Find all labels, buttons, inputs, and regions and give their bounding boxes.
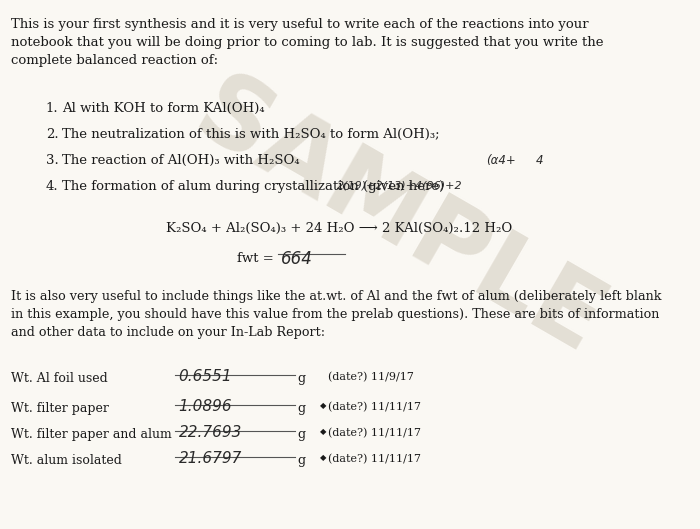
Text: 1.0896: 1.0896 — [178, 399, 232, 414]
Text: ◆: ◆ — [320, 402, 327, 410]
Text: ◆: ◆ — [320, 428, 327, 436]
Text: 2(19)+2(13)+4(96)+2: 2(19)+2(13)+4(96)+2 — [337, 180, 462, 190]
Text: Al with KOH to form KAl(OH)₄: Al with KOH to form KAl(OH)₄ — [62, 102, 265, 115]
Text: K₂SO₄ + Al₂(SO₄)₃ + 24 H₂O ⟶ 2 KAl(SO₄)₂․12 H₂O: K₂SO₄ + Al₂(SO₄)₃ + 24 H₂O ⟶ 2 KAl(SO₄)₂… — [167, 222, 512, 235]
Text: 1.: 1. — [46, 102, 58, 115]
Text: 664: 664 — [281, 250, 313, 268]
Text: (α4+: (α4+ — [486, 154, 516, 167]
Text: g: g — [298, 372, 306, 385]
Text: (date?) 11/11/17: (date?) 11/11/17 — [328, 402, 421, 412]
Text: Wt. filter paper: Wt. filter paper — [10, 402, 109, 415]
Text: This is your first synthesis and it is very useful to write each of the reaction: This is your first synthesis and it is v… — [10, 18, 603, 67]
Text: (date?) 11/11/17: (date?) 11/11/17 — [328, 428, 421, 439]
Text: 0.6551: 0.6551 — [178, 369, 232, 384]
Text: It is also very useful to include things like the at.wt. of Al and the fwt of al: It is also very useful to include things… — [10, 290, 662, 339]
Text: The neutralization of this is with H₂SO₄ to form Al(OH)₃;: The neutralization of this is with H₂SO₄… — [62, 128, 440, 141]
Text: ◆: ◆ — [320, 454, 327, 462]
Text: g: g — [298, 428, 306, 441]
Text: 2.: 2. — [46, 128, 58, 141]
Text: Wt. alum isolated: Wt. alum isolated — [10, 454, 122, 467]
Text: 21.6797: 21.6797 — [178, 451, 242, 466]
Text: SAMPLE: SAMPLE — [178, 65, 620, 376]
Text: g: g — [298, 402, 306, 415]
Text: Wt. filter paper and alum: Wt. filter paper and alum — [10, 428, 172, 441]
Text: 22.7693: 22.7693 — [178, 425, 242, 440]
Text: g: g — [298, 454, 306, 467]
Text: fwt =: fwt = — [237, 252, 274, 265]
Text: The formation of alum during crystallization (given here): The formation of alum during crystalliza… — [62, 180, 445, 193]
Text: 3.: 3. — [46, 154, 59, 167]
Text: (date?) 11/11/17: (date?) 11/11/17 — [328, 454, 421, 464]
Text: The reaction of Al(OH)₃ with H₂SO₄: The reaction of Al(OH)₃ with H₂SO₄ — [62, 154, 300, 167]
Text: (date?) 11/9/17: (date?) 11/9/17 — [328, 372, 414, 382]
Text: Wt. Al foil used: Wt. Al foil used — [10, 372, 108, 385]
Text: 4: 4 — [536, 154, 544, 167]
Text: 4.: 4. — [46, 180, 58, 193]
